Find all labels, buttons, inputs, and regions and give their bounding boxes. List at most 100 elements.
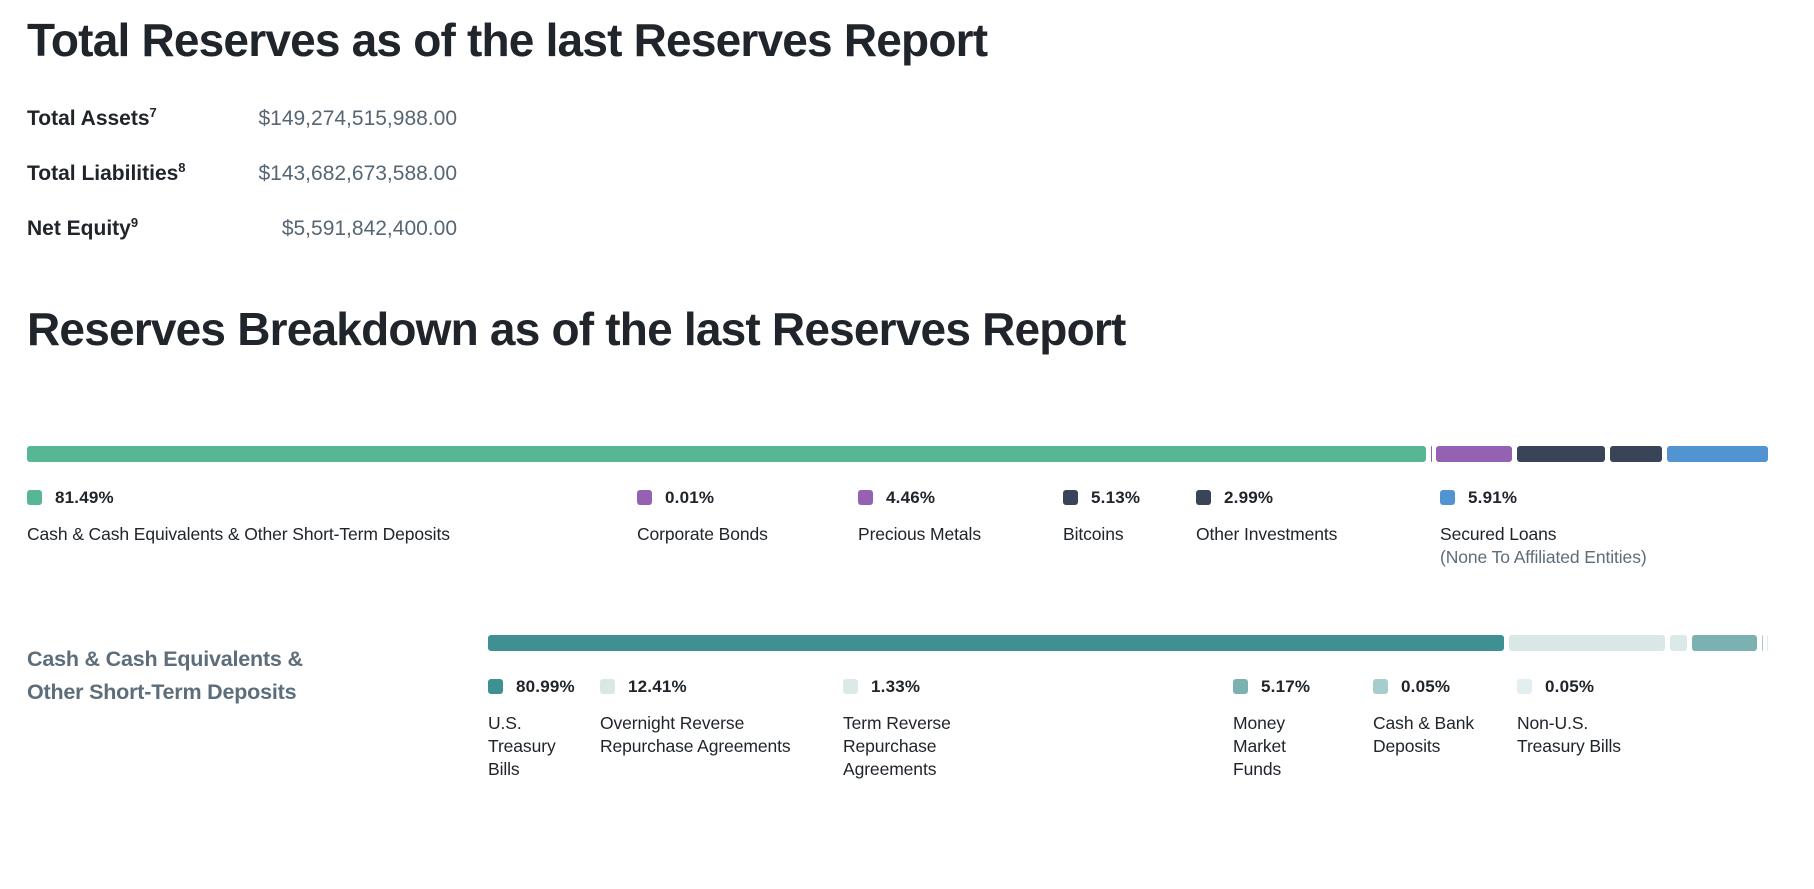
legend-swatch <box>637 490 652 506</box>
legend-note: (None To Affiliated Entities) <box>1440 546 1647 567</box>
legend-percent: 12.41% <box>628 676 687 696</box>
cash-equivalents-legend: 80.99% U.S. Treasury Bills 12.41% Overnight… <box>488 677 1768 781</box>
row-label-text: Net Equity <box>27 216 131 240</box>
legend-label: Precious Metals <box>858 523 981 544</box>
legend-percent: 5.17% <box>1261 676 1311 696</box>
legend-percent: 0.05% <box>1545 676 1595 696</box>
total-reserves-section: Total Reserves as of the last Reserves R… <box>27 14 1768 241</box>
reserves-breakdown-legend: 81.49% Cash & Cash Equivalents & Other Sh… <box>27 488 1768 569</box>
legend-item: 81.49% Cash & Cash Equivalents & Other Sh… <box>27 488 637 569</box>
row-label: Total Assets7 <box>27 105 235 131</box>
footnote-marker: 9 <box>130 214 139 230</box>
legend-item: 1.33% Term Reverse Repurchase Agreements <box>843 677 1233 781</box>
legend-percent: 80.99% <box>516 676 575 696</box>
bar-segment <box>1517 445 1606 462</box>
bar-segment <box>1691 634 1757 651</box>
cash-equivalents-subsection: Cash & Cash Equivalents & Other Short-Te… <box>27 634 1768 781</box>
bar-segment <box>1610 445 1662 462</box>
table-row-total-liabilities: Total Liabilities8 $143,682,673,588.00 <box>27 160 1768 186</box>
legend-head: 0.05% <box>1373 677 1517 697</box>
footnote-marker: 8 <box>178 159 186 175</box>
subsection-label: Cash & Cash Equivalents & Other Short-Te… <box>27 635 488 781</box>
legend-head: 4.46% <box>858 488 1063 508</box>
legend-percent: 0.05% <box>1401 676 1451 696</box>
legend-label: Corporate Bonds <box>637 523 768 544</box>
legend-swatch <box>843 679 858 695</box>
legend-head: 0.05% <box>1517 677 1768 697</box>
row-label-text: Total Assets <box>27 106 150 130</box>
legend-label: Secured Loans <box>1440 523 1557 544</box>
bar-segment <box>27 445 1426 462</box>
legend-head: 2.99% <box>1196 488 1440 508</box>
reserves-breakdown-bar <box>27 445 1769 462</box>
row-label-text: Total Liabilities <box>27 161 179 185</box>
legend-head: 5.13% <box>1063 488 1196 508</box>
subsection-label-line2: Other Short-Term Deposits <box>27 679 297 704</box>
footnote-marker: 7 <box>149 104 157 120</box>
legend-label: Non-U.S. Treasury Bills <box>1517 712 1621 756</box>
cash-equivalents-bar <box>488 634 1768 651</box>
legend-head: 5.17% <box>1233 677 1373 697</box>
legend-item: 5.17% Money Market Funds <box>1233 677 1373 781</box>
legend-label: Overnight Reverse Repurchase Agreements <box>600 712 791 756</box>
legend-label: Bitcoins <box>1063 523 1124 544</box>
legend-head: 1.33% <box>843 677 1233 697</box>
row-value: $143,682,673,588.00 <box>258 161 457 185</box>
transparency-report-page: Total Reserves as of the last Reserves R… <box>27 14 1769 781</box>
totals-table: Total Assets7 $149,274,515,988.00 Total … <box>27 105 1768 241</box>
bar-segment <box>1509 634 1666 651</box>
total-reserves-title: Total Reserves as of the last Reserves R… <box>27 14 988 66</box>
legend-head: 12.41% <box>600 677 843 697</box>
legend-item: 0.05% Cash & Bank Deposits <box>1373 677 1517 781</box>
reserves-breakdown-section: Reserves Breakdown as of the last Reserv… <box>27 302 1769 781</box>
row-label: Total Liabilities8 <box>27 160 235 186</box>
legend-swatch <box>488 679 503 695</box>
legend-head: 80.99% <box>488 677 600 697</box>
legend-swatch <box>600 679 615 695</box>
legend-swatch <box>1233 679 1248 695</box>
legend-item: 5.13% Bitcoins <box>1063 488 1196 569</box>
row-value: $5,591,842,400.00 <box>281 216 457 240</box>
legend-swatch <box>1063 490 1078 506</box>
legend-head: 5.91% <box>1440 488 1768 508</box>
subsection-label-line1: Cash & Cash Equivalents & <box>27 646 303 671</box>
legend-head: 0.01% <box>637 488 858 508</box>
bar-segment <box>1761 634 1763 651</box>
reserves-breakdown-title: Reserves Breakdown as of the last Reserv… <box>27 302 1126 355</box>
table-row-total-assets: Total Assets7 $149,274,515,988.00 <box>27 105 1768 131</box>
legend-swatch <box>27 490 42 506</box>
legend-head: 81.49% <box>27 488 637 508</box>
cash-equivalents-chart: 80.99% U.S. Treasury Bills 12.41% Overnight… <box>488 634 1768 781</box>
legend-percent: 2.99% <box>1224 487 1274 507</box>
legend-item: 4.46% Precious Metals <box>858 488 1063 569</box>
legend-percent: 5.91% <box>1468 487 1518 507</box>
legend-item: 12.41% Overnight Reverse Repurchase Agree… <box>600 677 843 781</box>
row-value: $149,274,515,988.00 <box>258 106 457 130</box>
table-row-net-equity: Net Equity9 $5,591,842,400.00 <box>27 215 1768 241</box>
legend-swatch <box>1373 679 1388 695</box>
bar-segment <box>488 634 1505 651</box>
legend-swatch <box>1440 490 1455 506</box>
legend-swatch <box>1517 679 1532 695</box>
legend-label: Money Market Funds <box>1233 712 1286 779</box>
legend-item: 0.05% Non-U.S. Treasury Bills <box>1517 677 1768 781</box>
bar-segment <box>1670 634 1687 651</box>
legend-label: Cash & Cash Equivalents & Other Short-Te… <box>27 523 450 544</box>
legend-label: Term Reverse Repurchase Agreements <box>843 712 951 779</box>
legend-swatch <box>858 490 873 506</box>
legend-percent: 81.49% <box>55 487 114 507</box>
legend-item: 80.99% U.S. Treasury Bills <box>488 677 600 781</box>
bar-segment <box>1435 445 1513 462</box>
legend-percent: 1.33% <box>871 676 921 696</box>
legend-item: 5.91% Secured Loans (None To Affiliated En… <box>1440 488 1768 569</box>
legend-item: 0.01% Corporate Bonds <box>637 488 858 569</box>
legend-percent: 0.01% <box>665 487 715 507</box>
legend-percent: 4.46% <box>886 487 936 507</box>
bar-segment <box>1666 445 1769 462</box>
bar-segment <box>1767 634 1768 651</box>
legend-label: Cash & Bank Deposits <box>1373 712 1475 756</box>
legend-label: U.S. Treasury Bills <box>488 712 556 779</box>
legend-swatch <box>1196 490 1211 506</box>
legend-percent: 5.13% <box>1091 487 1141 507</box>
legend-label: Other Investments <box>1196 523 1338 544</box>
